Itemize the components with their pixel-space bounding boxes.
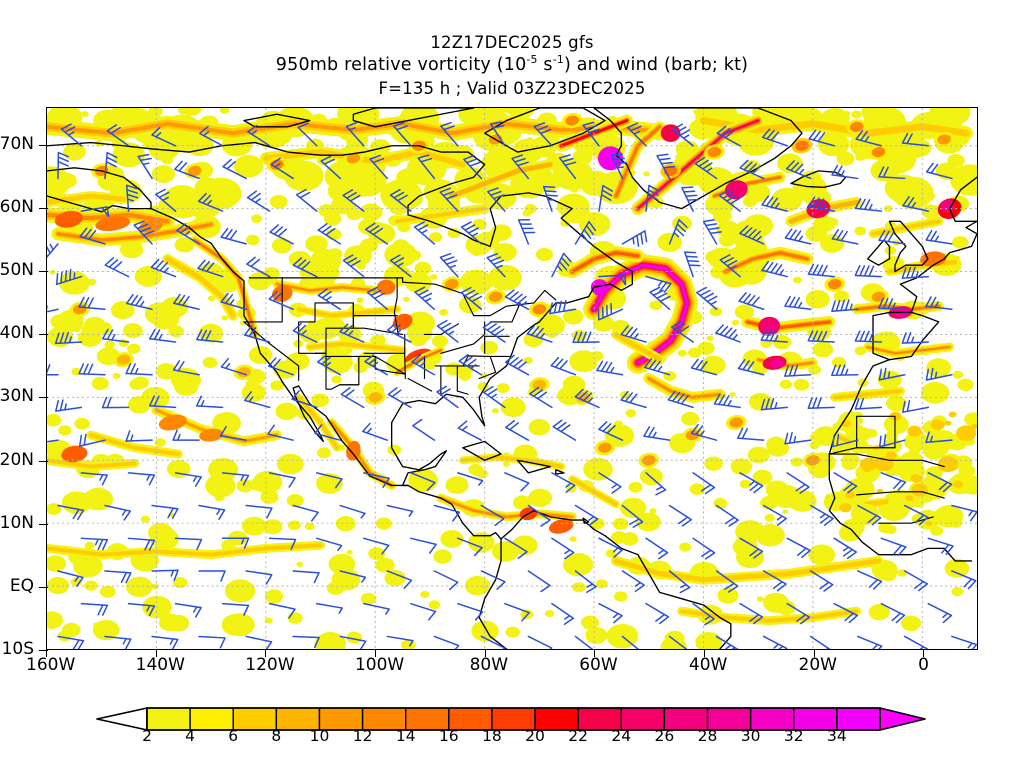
y-axis-label-40n: 40N bbox=[0, 323, 34, 344]
y-axis-label-60n: 60N bbox=[0, 197, 34, 218]
x-axis-label-160w: 160W bbox=[26, 655, 76, 675]
colorbar-tick-28: 28 bbox=[697, 727, 718, 745]
vorticity-shading-layer bbox=[47, 108, 977, 649]
x-axis-tick bbox=[594, 650, 596, 657]
y-axis-label-50n: 50N bbox=[0, 260, 34, 281]
colorbar-tick-26: 26 bbox=[654, 727, 675, 745]
colorbar-tick-24: 24 bbox=[611, 727, 632, 745]
title-line-field: 950mb relative vorticity (10-5 s-1) and … bbox=[0, 54, 1024, 77]
title-line-model: 12Z17DEC2025 gfs bbox=[430, 33, 594, 52]
x-axis-tick bbox=[46, 650, 47, 657]
colorbar-tick-4: 4 bbox=[185, 727, 196, 745]
y-axis-tick bbox=[39, 523, 48, 525]
title-field-mid: s bbox=[537, 55, 553, 76]
chart-title-block: 12Z17DEC2025 gfs 950mb relative vorticit… bbox=[0, 32, 1024, 100]
map-canvas bbox=[47, 108, 977, 649]
colorbar-tick-34: 34 bbox=[827, 727, 847, 745]
y-axis-tick bbox=[39, 334, 48, 336]
title-exponent-2: -1 bbox=[552, 53, 564, 67]
x-axis-tick bbox=[265, 650, 267, 657]
y-axis-label-10n: 10N bbox=[0, 512, 34, 533]
y-axis-tick bbox=[39, 397, 48, 399]
y-axis-label-20n: 20N bbox=[0, 449, 34, 470]
x-axis-tick bbox=[923, 650, 925, 657]
title-field-post: ) and wind (barb; kt) bbox=[563, 55, 749, 76]
y-axis-tick bbox=[39, 144, 48, 146]
y-axis-label-eq: EQ bbox=[9, 575, 34, 596]
x-axis-label-60w: 60W bbox=[579, 655, 618, 675]
colorbar-tick-22: 22 bbox=[568, 727, 589, 745]
title-field-pre: 950mb relative vorticity (10 bbox=[275, 55, 527, 76]
y-axis-tick bbox=[39, 208, 48, 210]
y-axis-label-30n: 30N bbox=[0, 386, 34, 407]
x-axis-tick bbox=[813, 650, 815, 657]
colorbar-tick-32: 32 bbox=[783, 727, 804, 745]
wind-barb-layer bbox=[47, 121, 977, 649]
title-line-valid: F=135 h ; Valid 03Z23DEC2025 bbox=[378, 78, 646, 98]
colorbar-tick-14: 14 bbox=[395, 727, 416, 745]
y-axis-label-10s: 10S bbox=[1, 639, 34, 659]
y-axis-label-70n: 70N bbox=[0, 133, 34, 154]
colorbar-tick-30: 30 bbox=[740, 727, 761, 745]
x-axis-label-120w: 120W bbox=[245, 655, 295, 675]
colorbar-tick-16: 16 bbox=[438, 727, 459, 745]
map-plot-area bbox=[46, 107, 978, 650]
colorbar-tick-12: 12 bbox=[352, 727, 373, 745]
colorbar-tick-6: 6 bbox=[228, 727, 239, 745]
x-axis-tick bbox=[155, 650, 157, 657]
x-axis-label-40w: 40W bbox=[688, 655, 728, 675]
title-exponent-1: -5 bbox=[526, 53, 538, 67]
x-axis-label-0: 0 bbox=[918, 655, 929, 675]
gridline-layer bbox=[47, 108, 977, 649]
x-axis-label-20w: 20W bbox=[798, 655, 837, 675]
x-axis-tick bbox=[374, 650, 376, 657]
y-axis-tick bbox=[39, 586, 48, 588]
x-axis-label-140w: 140W bbox=[135, 655, 185, 675]
colorbar-tick-8: 8 bbox=[271, 727, 282, 745]
x-axis-tick bbox=[703, 650, 705, 657]
colorbar-tick-2: 2 bbox=[142, 727, 152, 745]
colorbar-tick-18: 18 bbox=[482, 727, 502, 745]
y-axis-tick bbox=[39, 650, 48, 651]
coastline-layer bbox=[47, 108, 977, 649]
x-axis-label-80w: 80W bbox=[469, 655, 509, 675]
y-axis-tick bbox=[39, 460, 48, 462]
x-axis-label-100w: 100W bbox=[354, 655, 405, 675]
y-axis-tick bbox=[39, 271, 48, 273]
colorbar-tick-20: 20 bbox=[525, 727, 545, 745]
x-axis-tick bbox=[484, 650, 486, 657]
colorbar-tick-10: 10 bbox=[309, 727, 330, 745]
colorbar: 2 4 6 8 10 12 14 16 18 20 22 24 26 28 30 32 34 bbox=[0, 700, 1024, 760]
colorbar-swatches bbox=[96, 707, 926, 731]
